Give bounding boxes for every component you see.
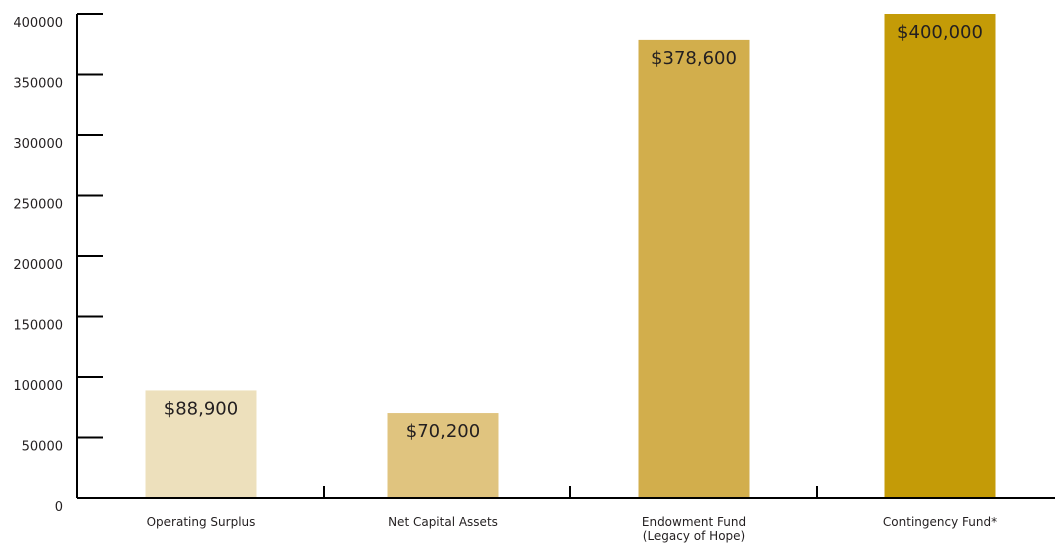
bars-group [145,14,996,498]
category-label-3: Contingency Fund* [883,515,997,529]
category-label-0: Operating Surplus [147,515,256,529]
category-label-2: Endowment Fund [642,515,746,529]
data-label-1: $70,200 [406,421,480,442]
y-tick-label-8: 400000 [13,16,63,31]
data-label-3: $400,000 [897,22,983,43]
y-tick-label-4: 200000 [13,258,63,273]
y-tick-label-6: 300000 [13,137,63,152]
category-label-1: Net Capital Assets [388,515,498,529]
bar-2 [638,39,750,498]
y-tick-label-2: 100000 [13,379,63,394]
data-label-2: $378,600 [651,48,737,69]
y-ticks-group: 0 50000 100000 150000 200000 250000 300000 3500… [13,13,103,515]
y-tick-label-5: 250000 [13,198,63,213]
category-sublabel-2: (Legacy of Hope) [643,529,745,543]
data-label-0: $88,900 [164,398,238,419]
bar-1 [387,413,499,498]
bar-3 [884,14,996,498]
y-tick-label-3: 150000 [13,319,63,334]
bar-0 [145,390,257,498]
y-tick-label-1: 50000 [22,440,63,455]
labels-group: $88,900 $70,200 $378,600 $400,000 Operating … [147,22,997,543]
y-tick-label-7: 350000 [13,77,63,92]
y-tick-label-0: 0 [55,500,63,515]
